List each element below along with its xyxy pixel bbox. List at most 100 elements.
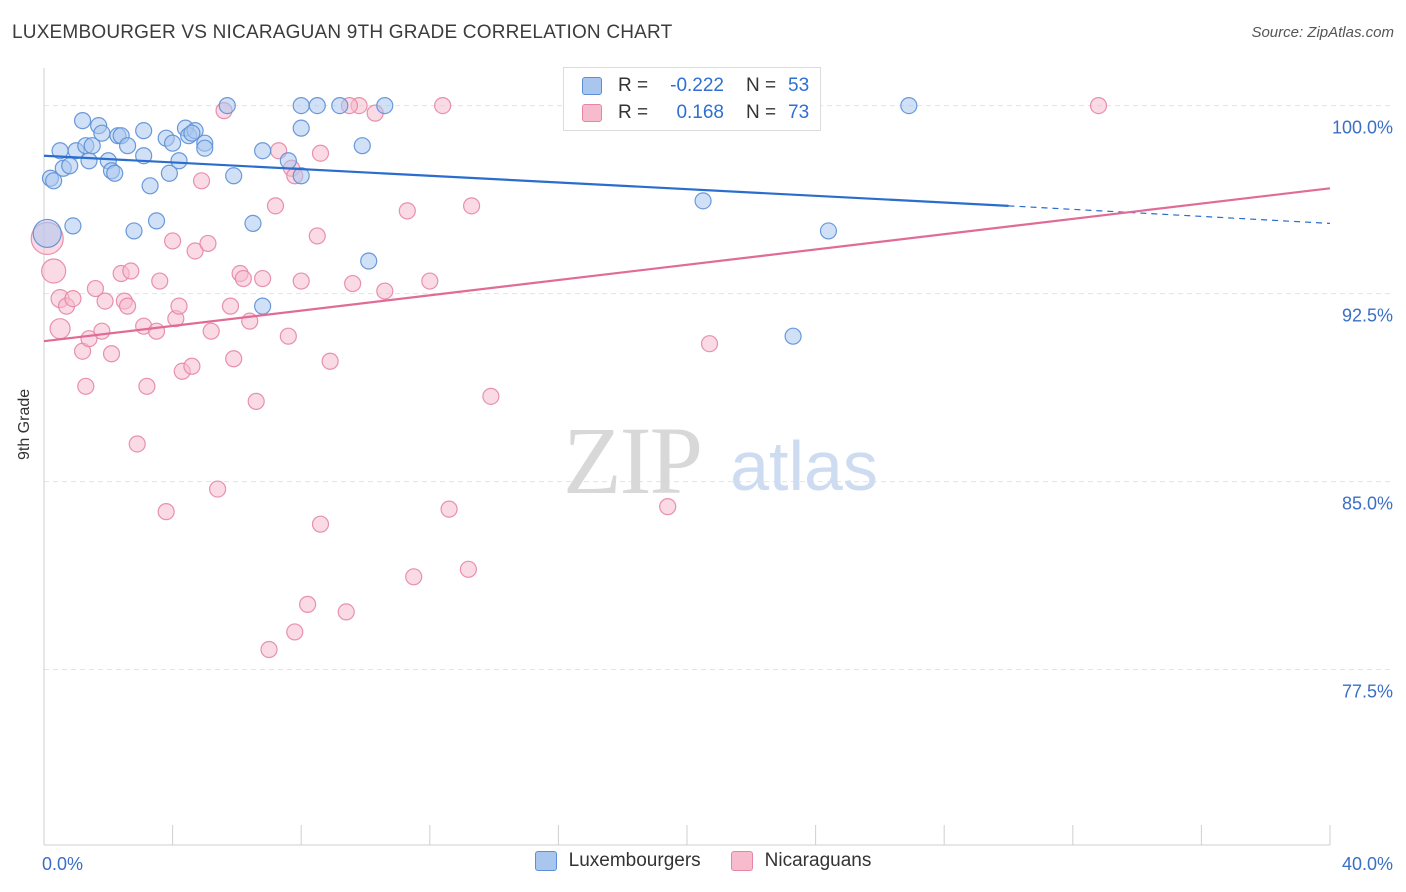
data-point — [170, 152, 188, 170]
data-point — [73, 112, 92, 130]
data-point — [128, 435, 146, 453]
data-point — [192, 172, 211, 190]
data-point — [462, 197, 481, 215]
legend-item-nicaraguans[interactable]: Nicaraguans — [730, 850, 871, 872]
n-label: N = — [746, 75, 777, 96]
data-point — [247, 392, 265, 410]
data-point — [41, 258, 67, 284]
data-point — [900, 96, 918, 115]
data-point — [164, 232, 182, 250]
data-point — [398, 202, 416, 220]
data-point — [440, 500, 458, 518]
data-point — [337, 603, 355, 621]
data-point — [96, 292, 114, 310]
watermark: ZIP atlas — [563, 407, 878, 514]
watermark-atlas: atlas — [730, 427, 878, 505]
legend-swatch-pink — [582, 104, 602, 122]
n-value: 53 — [788, 75, 810, 96]
data-point — [311, 144, 330, 162]
data-point — [308, 227, 326, 245]
legend-swatch-blue — [534, 851, 557, 871]
data-point — [225, 167, 243, 185]
data-point — [331, 96, 349, 115]
n-value: 73 — [788, 102, 810, 123]
data-point — [784, 327, 802, 345]
data-point — [1089, 96, 1108, 115]
data-point — [77, 377, 95, 395]
data-point — [225, 350, 243, 368]
data-point — [64, 217, 82, 235]
data-point — [64, 289, 82, 308]
data-point — [459, 560, 477, 578]
r-value: -0.222 — [670, 75, 724, 96]
data-point — [221, 297, 240, 315]
data-point — [83, 137, 101, 155]
data-point — [421, 272, 439, 290]
data-point — [86, 279, 105, 298]
legend-row-nicaraguans: R = 0.168 N = 73 — [582, 100, 809, 126]
trendline-nicaraguans — [43, 187, 1331, 343]
data-point — [376, 282, 394, 300]
data-point — [353, 137, 371, 155]
data-point — [360, 252, 378, 270]
data-point — [234, 269, 252, 288]
data-point — [147, 212, 166, 230]
data-point — [202, 322, 220, 340]
nicaraguan-points — [30, 96, 1108, 659]
data-point — [279, 152, 297, 170]
data-point — [106, 164, 124, 182]
tick-labels: 77.5% 85.0% 92.5% 100.0% 0.0% 40.0% — [42, 118, 1393, 874]
data-point — [118, 297, 137, 315]
trend-lines — [43, 154, 1331, 343]
legend-label: Luxembourgers — [568, 850, 701, 871]
data-point — [434, 96, 452, 115]
data-point — [32, 218, 62, 249]
data-point — [151, 272, 169, 290]
data-point — [93, 124, 111, 142]
legend-row-luxembourgers: R = -0.222 N = 53 — [582, 73, 809, 99]
data-point — [286, 623, 304, 641]
data-point — [186, 242, 204, 260]
y-tick-label: 77.5% — [1342, 682, 1393, 702]
legend-item-luxembourgers[interactable]: Luxembourgers — [534, 850, 701, 872]
watermark-zip: ZIP — [563, 407, 701, 514]
data-point — [170, 297, 188, 315]
data-point — [49, 318, 71, 340]
data-point — [196, 139, 214, 157]
r-label: R = — [618, 102, 649, 123]
data-point — [254, 297, 272, 315]
data-point — [659, 498, 677, 516]
x-tick-label: 0.0% — [42, 854, 83, 874]
luxembourger-points — [32, 96, 918, 345]
data-point — [321, 352, 339, 370]
data-point — [244, 214, 262, 232]
n-label: N = — [746, 102, 777, 123]
series-legend: Luxembourgers Nicaraguans — [0, 850, 1406, 872]
data-point — [279, 327, 297, 345]
data-point — [405, 568, 423, 586]
data-point — [254, 269, 272, 288]
y-tick-label: 92.5% — [1342, 306, 1393, 326]
data-point — [164, 134, 182, 152]
axes — [43, 68, 1331, 846]
data-point — [344, 274, 362, 293]
correlation-legend: R = -0.222 N = 53 R = 0.168 N = 73 — [563, 67, 821, 131]
data-point — [118, 137, 137, 155]
data-point — [141, 177, 159, 195]
data-point — [199, 234, 217, 253]
data-point — [694, 192, 712, 210]
data-point — [125, 222, 143, 240]
r-label: R = — [618, 75, 649, 96]
data-point — [292, 167, 310, 185]
trendline-luxembourgers — [43, 154, 1009, 207]
data-point — [147, 322, 166, 340]
source-label: Source: ZipAtlas.com — [1251, 24, 1394, 41]
data-point — [102, 345, 121, 363]
data-point — [122, 262, 140, 280]
legend-swatch-blue — [582, 77, 602, 95]
data-point — [308, 96, 326, 115]
data-point — [819, 222, 838, 240]
data-point — [292, 272, 310, 290]
trendline-luxembourgers-extension — [1008, 205, 1331, 224]
